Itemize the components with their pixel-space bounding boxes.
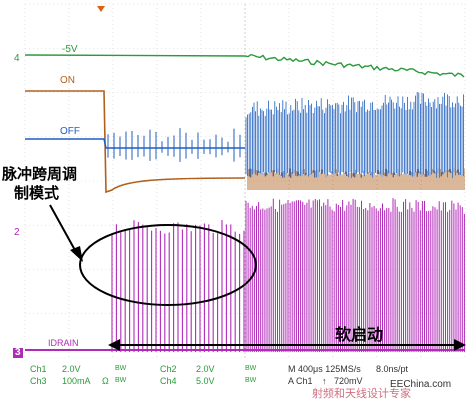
trigger-source-readout: A Ch1 — [288, 376, 313, 386]
ch3-trace-off — [25, 92, 465, 178]
ch1-bw-badge: BW — [115, 365, 127, 372]
trigger-position-marker — [97, 6, 105, 12]
ch1-ground-marker: 4 — [14, 53, 20, 64]
ch4-bw-badge: BW — [245, 377, 257, 384]
pwm-mode-label-line2: 制模式 — [14, 184, 60, 202]
ch3-ohm-unit: Ω — [102, 376, 109, 386]
ch3-trace-label: OFF — [60, 126, 80, 137]
ch3-bw-badge: BW — [115, 377, 127, 384]
ch3-waveform-main — [25, 138, 245, 149]
annotation-arrow-head — [70, 246, 83, 262]
annotation-arrow-line — [49, 204, 77, 253]
sample-interval-readout: 8.0ns/pt — [376, 364, 409, 374]
soft-start-arrow-left — [108, 339, 120, 351]
ch2-waveform-main — [25, 90, 246, 194]
trigger-slope-icon: ↑ — [322, 376, 327, 386]
timebase-readout: M 400μs 125MS/s — [288, 364, 361, 374]
ch3-readout-label: Ch3 — [30, 376, 47, 386]
soft-start-arrow-right — [454, 339, 466, 351]
ch4-scale: 5.0V — [196, 376, 215, 386]
annotation-ellipse — [79, 224, 257, 306]
readout-panel: Ch1 2.0V BW Ch2 2.0V BW M 400μs 125MS/s … — [0, 358, 469, 400]
ch3-ground-marker: 3 — [13, 347, 23, 358]
ch1-waveform — [24, 53, 465, 78]
soft-start-label: 软启动 — [335, 325, 384, 344]
watermark-site: EEChina.com — [390, 379, 452, 390]
ch2-readout-label: Ch2 — [160, 364, 177, 374]
ch1-readout-label: Ch1 — [30, 364, 47, 374]
ch4-trace-idrain — [25, 198, 465, 352]
pwm-mode-label-line1: 脉冲跨周调 — [2, 165, 78, 183]
watermark-cn-text: 射频和天线设计专家 — [312, 387, 411, 400]
ch3-scale: 100mA — [62, 376, 91, 386]
ch1-trace-minus5v — [24, 53, 465, 78]
ch2-bw-badge: BW — [245, 365, 257, 372]
annotation-graphics — [49, 6, 466, 351]
ch1-scale: 2.0V — [62, 364, 81, 374]
ch2-trace-label: ON — [60, 75, 75, 86]
graticule-grid — [24, 3, 466, 359]
ch4-trace-label: IDRAIN — [48, 338, 79, 348]
ch4-ground-marker: 2 — [14, 227, 20, 238]
ch1-trace-label: -5V — [62, 44, 78, 55]
trigger-level-readout: 720mV — [334, 376, 363, 386]
ch4-readout-label: Ch4 — [160, 376, 177, 386]
ch2-scale: 2.0V — [196, 364, 215, 374]
